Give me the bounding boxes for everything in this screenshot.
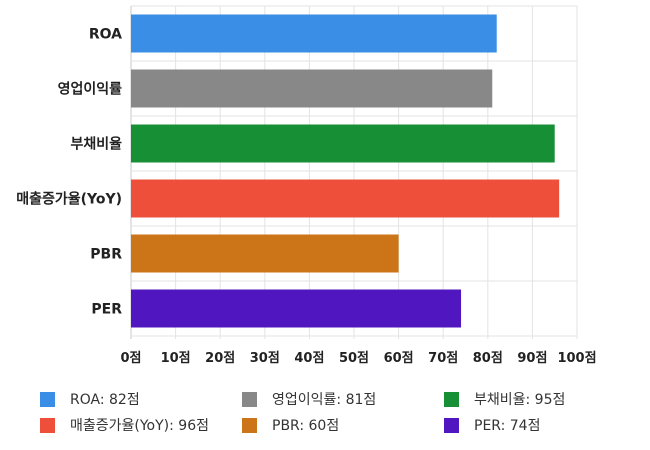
bar — [131, 124, 555, 163]
bar — [131, 289, 462, 328]
legend-swatch — [444, 391, 459, 407]
x-tick-label: 40점 — [294, 351, 324, 366]
category-label: 매출증가율(YoY) — [16, 191, 122, 208]
category-label: 부채비율 — [70, 136, 122, 153]
category-label: 영업이익률 — [58, 81, 123, 98]
category-label: PBR — [90, 247, 122, 263]
bar — [131, 234, 399, 273]
category-label: PER — [91, 302, 122, 318]
legend-swatch — [242, 417, 257, 433]
legend-label: PBR: 60점 — [272, 418, 340, 434]
legend-item: 영업이익률: 81점 — [242, 390, 444, 408]
legend-item: PER: 74점 — [444, 416, 640, 434]
legend-label: ROA: 82점 — [70, 392, 140, 408]
bar — [131, 14, 497, 53]
legend-item: 부채비율: 95점 — [444, 390, 640, 408]
bar — [131, 179, 560, 218]
legend-label: 부채비율: 95점 — [474, 392, 566, 408]
legend-swatch — [40, 391, 55, 407]
category-label: ROA — [89, 27, 122, 43]
x-tick-label: 20점 — [205, 351, 235, 366]
x-tick-label: 10점 — [161, 351, 191, 366]
x-tick-label: 80점 — [473, 351, 503, 366]
legend-swatch — [40, 417, 55, 433]
x-tick-label: 70점 — [428, 351, 458, 366]
x-tick-label: 30점 — [250, 351, 280, 366]
legend-label: PER: 74점 — [474, 418, 541, 434]
bar — [131, 69, 493, 108]
x-tick-label: 60점 — [384, 351, 414, 366]
legend-label: 영업이익률: 81점 — [272, 392, 377, 408]
x-tick-label: 50점 — [339, 351, 369, 366]
legend-swatch — [242, 391, 257, 407]
x-tick-label: 100점 — [557, 351, 596, 366]
legend-item: ROA: 82점 — [40, 390, 242, 408]
x-tick-label: 90점 — [517, 351, 547, 366]
legend-item: PBR: 60점 — [242, 416, 444, 434]
x-tick-label: 0점 — [120, 351, 141, 366]
legend-swatch — [444, 417, 459, 433]
legend-item: 매출증가율(YoY): 96점 — [40, 416, 242, 434]
legend-label: 매출증가율(YoY): 96점 — [70, 418, 209, 434]
